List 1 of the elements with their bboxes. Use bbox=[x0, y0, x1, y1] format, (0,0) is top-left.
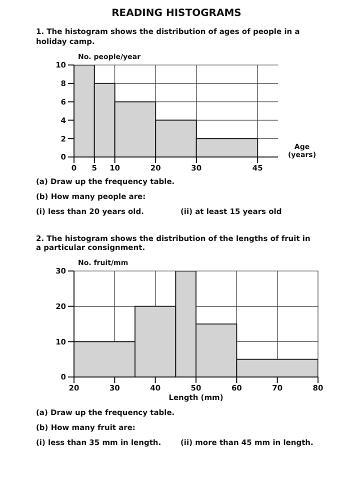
chart-title: READING HISTOGRAMS bbox=[110, 8, 242, 19]
